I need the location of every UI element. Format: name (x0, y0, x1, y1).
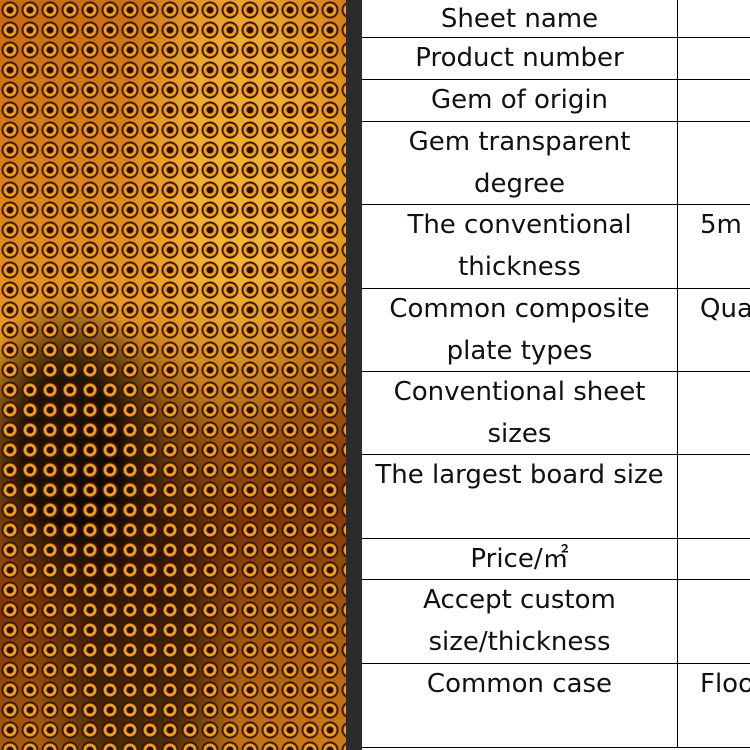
row-label: Conventional sheet sizes (362, 372, 678, 455)
empty-cell (678, 38, 750, 80)
empty-cell (678, 539, 750, 580)
row-label: Price/㎡ (362, 539, 678, 580)
empty-cell (678, 580, 750, 664)
row-label: Gem of origin (362, 80, 678, 122)
row-label: Gem transparent degree (362, 122, 678, 205)
empty-cell (678, 455, 750, 539)
spec-table: Sheet name Product number Gem of origin Gem… (362, 0, 750, 750)
row-value: Qua (678, 289, 750, 372)
empty-cell (678, 80, 750, 122)
empty-cell (678, 122, 750, 205)
row-label: Product number (362, 38, 678, 80)
row-value: Floo (678, 664, 750, 748)
empty-cell (678, 372, 750, 455)
empty-cell (678, 0, 750, 38)
row-label: The largest board size (362, 455, 678, 539)
row-label: The conventional thickness (362, 205, 678, 289)
row-value: 5m (678, 205, 750, 289)
row-label: Accept custom size/thickness (362, 580, 678, 664)
row-label: Common composite plate types (362, 289, 678, 372)
divider (346, 0, 362, 750)
row-label: Sheet name (362, 0, 678, 38)
gem-photo (0, 0, 346, 750)
row-label: Common case (362, 664, 678, 748)
